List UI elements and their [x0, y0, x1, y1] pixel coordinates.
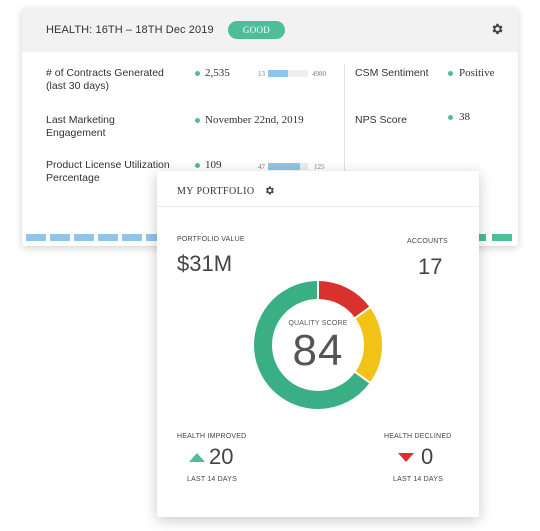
status-dot [195, 71, 200, 76]
portfolio-value: $31M [177, 251, 233, 276]
quality-score-donut [253, 280, 383, 410]
quality-score-label: QUALITY SCORE [288, 320, 348, 327]
range-max: 125 [314, 163, 325, 171]
range-max: 4980 [312, 70, 326, 78]
status-dot [448, 71, 453, 76]
accounts-label: ACCOUNTS [407, 238, 448, 245]
trend-segment [122, 234, 142, 241]
range-bar [268, 70, 308, 77]
trend-segment [26, 234, 46, 241]
range-bar-fill [268, 70, 289, 77]
range-min: 13 [258, 70, 265, 78]
health-header: HEALTH: 16TH – 18TH Dec 2019 GOOD [22, 8, 518, 52]
metric-value-csm-sentiment: Positive [459, 67, 495, 79]
health-improved-label: HEALTH IMPROVED [177, 433, 247, 440]
arrow-down-icon [398, 453, 414, 462]
accounts-value: 17 [418, 254, 443, 279]
metric-value-nps: 38 [459, 111, 470, 123]
donut-gap [353, 370, 372, 385]
trend-segment [74, 234, 94, 241]
status-dot [195, 118, 200, 123]
metric-value-license: 109 [205, 159, 222, 171]
health-declined-value: 0 [421, 444, 434, 469]
trend-segment [492, 234, 512, 241]
health-improved-period: LAST 14 DAYS [187, 476, 237, 483]
health-status-badge: GOOD [228, 21, 285, 39]
column-divider [344, 64, 345, 184]
metric-label-marketing: Last Marketing Engagement [46, 114, 115, 139]
trend-segment [98, 234, 118, 241]
gear-icon[interactable] [490, 22, 504, 36]
gear-icon[interactable] [264, 185, 275, 196]
portfolio-header: MY PORTFOLIO [157, 171, 479, 207]
trend-segment [146, 234, 166, 241]
metric-label-contracts: # of Contracts Generated (last 30 days) [46, 67, 164, 92]
metric-value-contracts: 2,535 [205, 67, 230, 79]
health-improved-value: 20 [209, 444, 234, 469]
donut-segment-1 [254, 281, 382, 409]
metric-label-csm-sentiment: CSM Sentiment [355, 67, 429, 79]
health-declined-period: LAST 14 DAYS [393, 476, 443, 483]
status-dot [195, 163, 200, 168]
arrow-up-icon [189, 453, 205, 462]
metric-value-marketing: November 22nd, 2019 [205, 114, 304, 126]
trend-segment [50, 234, 70, 241]
portfolio-card: MY PORTFOLIO PORTFOLIO VALUE $31M ACCOUN… [157, 171, 479, 517]
health-card: HEALTH: 16TH – 18TH Dec 2019 GOOD # of C… [22, 8, 518, 246]
metric-label-license: Product License Utilization Percentage [46, 159, 170, 184]
range-min: 47 [258, 163, 265, 171]
health-title: HEALTH: 16TH – 18TH Dec 2019 [46, 24, 214, 36]
portfolio-title: MY PORTFOLIO [177, 186, 255, 197]
range-bar-fill [268, 163, 300, 170]
health-declined-label: HEALTH DECLINED [384, 433, 452, 440]
portfolio-value-label: PORTFOLIO VALUE [177, 236, 245, 243]
donut-gap [353, 305, 372, 320]
range-bar [268, 163, 308, 170]
status-dot [448, 115, 453, 120]
quality-score-value: 84 [292, 326, 344, 375]
metric-label-nps: NPS Score [355, 114, 407, 126]
